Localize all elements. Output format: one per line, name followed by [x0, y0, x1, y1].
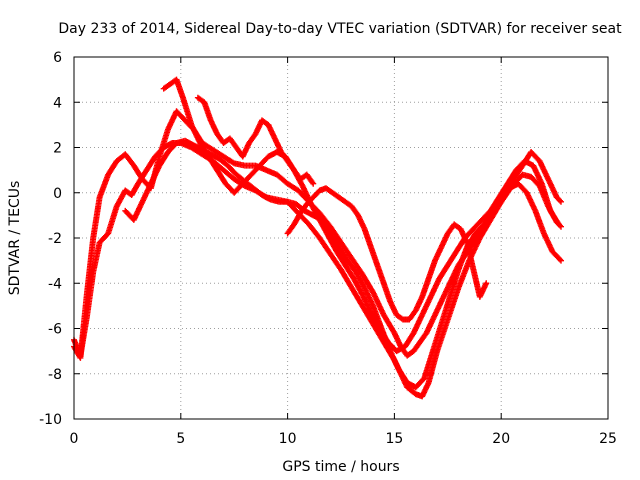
chart-title: Day 233 of 2014, Sidereal Day-to-day VTE…: [58, 21, 622, 37]
y-tick-label: 2: [53, 141, 62, 157]
x-tick-label: 15: [385, 431, 403, 447]
series-track-4: [160, 76, 562, 355]
data-point: [558, 257, 565, 264]
x-tick-label: 5: [176, 431, 185, 447]
data-point: [555, 221, 562, 228]
series-layer: [71, 76, 565, 400]
y-tick-label: 4: [53, 95, 62, 111]
data-point: [483, 280, 490, 287]
y-tick-label: 0: [53, 186, 62, 202]
y-tick-label: 6: [53, 50, 62, 66]
y-tick-label: -2: [48, 231, 62, 247]
data-point: [310, 180, 317, 187]
data-point: [556, 256, 563, 263]
y-tick-label: -4: [48, 276, 62, 292]
data-point: [556, 197, 563, 204]
series-track-6: [284, 185, 490, 323]
x-tick-label: 10: [279, 431, 297, 447]
axis-ticks: [73, 56, 609, 420]
x-tick-label: 20: [492, 431, 510, 447]
x-tick-label: 0: [70, 431, 79, 447]
x-tick-label: 25: [599, 431, 617, 447]
data-point: [558, 198, 565, 205]
y-axis-label: SDTVAR / TECUs: [7, 181, 23, 296]
y-tick-label: -6: [48, 322, 62, 338]
series-track-5: [194, 94, 317, 187]
x-axis-label: GPS time / hours: [282, 459, 399, 475]
y-tick-label: -8: [48, 367, 62, 383]
data-point: [555, 220, 562, 227]
y-tick-labels: -10 -8 -6 -4 -2 0 2 4 6: [39, 50, 62, 428]
x-tick-labels: 0 5 10 15 20 25: [70, 431, 617, 447]
y-tick-label: -10: [39, 412, 62, 428]
data-point: [309, 179, 316, 186]
